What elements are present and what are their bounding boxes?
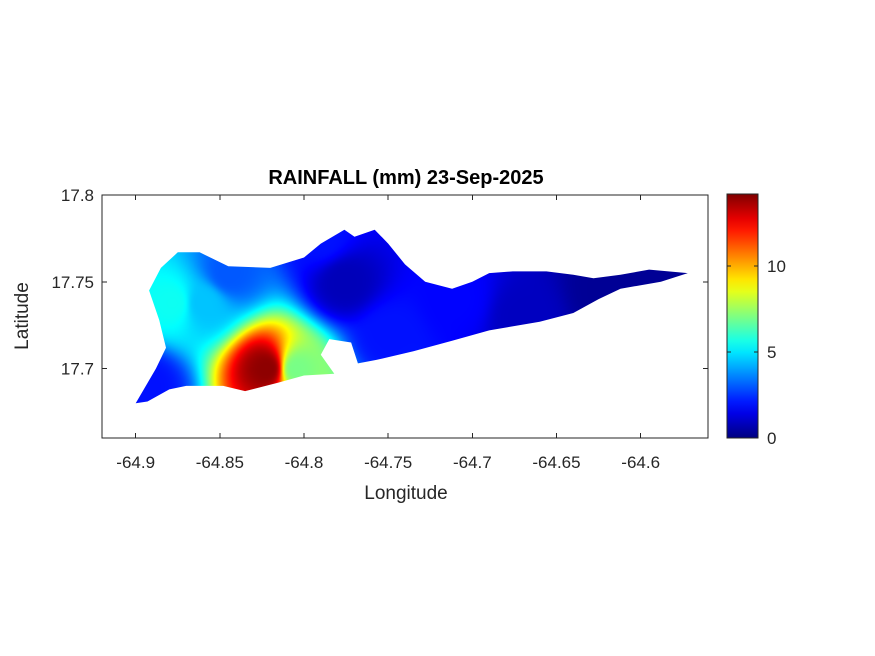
x-tick-label: -64.65 xyxy=(532,453,580,472)
colorbar-tick-label: 10 xyxy=(767,257,786,276)
y-tick-label: 17.75 xyxy=(51,273,94,292)
colorbar-tick-label: 0 xyxy=(767,429,776,448)
x-tick-label: -64.7 xyxy=(453,453,492,472)
y-tick-label: 17.7 xyxy=(61,360,94,379)
y-axis-ticks: 17.7 17.75 17.8 xyxy=(51,186,708,379)
plot-axes-box xyxy=(101,194,709,439)
chart-title: RAINFALL (mm) 23-Sep-2025 xyxy=(268,167,543,189)
colorbar-gradient xyxy=(727,194,758,438)
rainfall-heatmap xyxy=(135,229,688,404)
y-axis-label: Latitude xyxy=(12,282,33,350)
y-tick-label: 17.8 xyxy=(61,186,94,205)
colorbar-ticks: 0 5 10 xyxy=(727,257,786,448)
x-tick-label: -64.75 xyxy=(364,453,412,472)
colorbar-box xyxy=(726,193,759,439)
colorbar: 0 5 10 xyxy=(726,193,786,448)
colorbar-tick-label: 5 xyxy=(767,343,776,362)
plot-area: -64.9 -64.85 -64.8 -64.75 -64.7 -64.65 -64.6 1… xyxy=(51,186,709,472)
x-tick-label: -64.6 xyxy=(621,453,660,472)
x-tick-label: -64.85 xyxy=(196,453,244,472)
x-axis-ticks: -64.9 -64.85 -64.8 -64.75 -64.7 -64.65 -64.6 xyxy=(116,195,660,472)
x-tick-label: -64.9 xyxy=(116,453,155,472)
x-tick-label: -64.8 xyxy=(285,453,324,472)
x-axis-label: Longitude xyxy=(364,483,447,504)
